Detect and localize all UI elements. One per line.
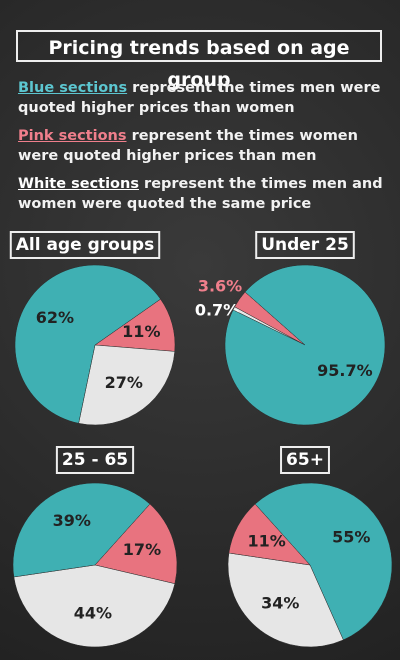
data-label: 55% — [332, 528, 370, 547]
legend-item: White sections represent the times men a… — [18, 174, 388, 214]
pie-slice — [94, 503, 178, 585]
data-label: 3.6% — [198, 277, 242, 296]
pie-slice — [254, 482, 393, 641]
pie-slice — [227, 552, 344, 648]
data-label: 0.7% — [195, 301, 239, 320]
pie-title: 25 - 65 — [62, 450, 128, 470]
data-label: 62% — [36, 308, 74, 327]
legend-label: White sections — [18, 176, 139, 192]
legend-label: Blue sections — [18, 80, 128, 96]
data-label: 11% — [247, 531, 285, 550]
pie-title-frame — [255, 231, 355, 259]
pie-title-frame — [9, 231, 161, 259]
pie-slice — [14, 264, 161, 424]
legend-item: Pink sections represent the times women … — [18, 126, 388, 166]
data-label: 27% — [105, 373, 143, 392]
data-label: 44% — [74, 604, 112, 623]
pie-title: All age groups — [16, 235, 154, 255]
pie-slice — [78, 344, 176, 426]
data-label: 34% — [261, 594, 299, 613]
legend-text: represent the times men were quoted high… — [18, 80, 381, 116]
pie-slice — [13, 564, 176, 648]
legend-item: Blue sections represent the times men we… — [18, 78, 388, 118]
pie-slice — [228, 503, 311, 566]
data-label: 95.7% — [317, 361, 373, 380]
data-label: 11% — [122, 322, 160, 341]
data-label: 17% — [123, 540, 161, 559]
title: Pricing trends based on age group — [16, 30, 382, 91]
pie-title: Under 25 — [261, 235, 349, 255]
pie-title-frame — [55, 446, 135, 474]
legend-text: represent the times women were quoted hi… — [18, 128, 358, 164]
pie-slice — [12, 482, 151, 578]
data-label: 39% — [53, 511, 91, 530]
pie-slice — [224, 264, 386, 426]
pie-title: 65+ — [286, 450, 324, 470]
legend-label: Pink sections — [18, 128, 127, 144]
pie-title-frame — [280, 446, 330, 474]
legend-text: represent the times men and women were q… — [18, 176, 383, 212]
